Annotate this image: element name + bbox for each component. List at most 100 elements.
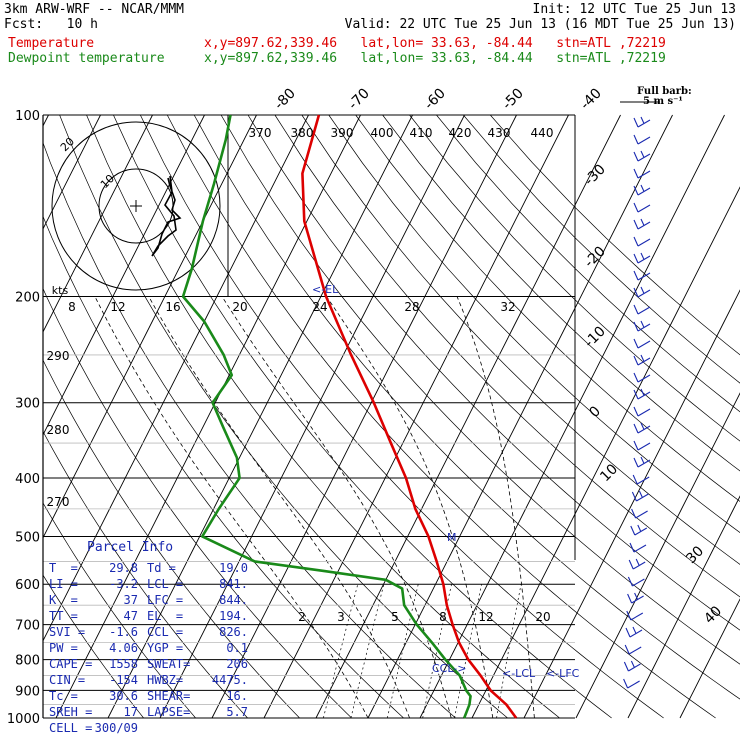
parcel-info-label: PW = bbox=[49, 641, 78, 655]
wind-barb bbox=[633, 354, 651, 366]
parcel-info-value: -1.6 bbox=[109, 625, 138, 639]
parcel-info-label: K = bbox=[49, 593, 78, 607]
isotherm-line bbox=[575, 392, 740, 719]
forecast-hour: Fcst: 10 h bbox=[4, 17, 98, 32]
parcel-info-value: 19.0 bbox=[219, 561, 248, 575]
wind-barb bbox=[633, 388, 651, 400]
parcel-info-value: 5.7 bbox=[226, 705, 248, 719]
mixing-ratio-label: 12 bbox=[478, 610, 493, 624]
dry-adiabat-line bbox=[328, 114, 740, 534]
moist-adiabat-line bbox=[326, 296, 494, 719]
isotherm-line bbox=[627, 495, 740, 719]
level-annotation: <-EL bbox=[312, 283, 339, 296]
dry-adiabat-line bbox=[274, 114, 740, 598]
dry-adiabat-line bbox=[409, 114, 740, 442]
parcel-info-value: 844. bbox=[219, 593, 248, 607]
theta-label: 440 bbox=[531, 126, 554, 140]
parcel-info-value: 0.1 bbox=[226, 641, 248, 655]
isotherm-label-top: -80 bbox=[271, 85, 298, 112]
wind-barb bbox=[633, 116, 651, 128]
wind-barb bbox=[633, 168, 651, 179]
mixing-ratio-label: 2 bbox=[298, 610, 306, 624]
parcel-info-value: 47 bbox=[123, 609, 138, 623]
wind-barb bbox=[631, 508, 648, 519]
dewpoint-legend: Dewpoint temperature bbox=[8, 51, 165, 66]
isotherm-line bbox=[471, 186, 740, 719]
isotherm-line bbox=[679, 598, 740, 719]
dry-adiabat-line bbox=[382, 114, 740, 472]
init-time: Init: 12 UTC Tue 25 Jun 13 bbox=[532, 2, 737, 17]
parcel-info-label: EL = bbox=[147, 609, 184, 623]
theta-side-label: 280 bbox=[47, 423, 70, 437]
isotherm-label-top: -60 bbox=[421, 85, 448, 112]
wind-barb bbox=[633, 150, 651, 162]
mixing-ratio-label: 5 bbox=[391, 610, 399, 624]
theta-label: 370 bbox=[249, 126, 272, 140]
pressure-tick-label: 700 bbox=[15, 619, 40, 634]
temperature-series-line bbox=[301, 114, 518, 719]
dewpoint-station-info: x,y=897.62,339.46 lat,lon= 33.63, -84.44… bbox=[204, 51, 666, 66]
isotherm-line bbox=[263, 114, 569, 719]
speed-tick-label: 24 bbox=[312, 300, 327, 314]
parcel-info-value: 30.6 bbox=[109, 689, 138, 703]
moist-adiabat-line bbox=[456, 296, 535, 719]
speed-tick-label: 20 bbox=[232, 300, 247, 314]
barb-legend-line2: 5 m s⁻¹ bbox=[643, 96, 683, 107]
wind-barb bbox=[632, 474, 650, 485]
pressure-tick-label: 900 bbox=[15, 684, 40, 699]
speed-tick-label: 28 bbox=[404, 300, 419, 314]
parcel-info-label: TT = bbox=[49, 609, 78, 623]
parcel-info-value: -3.2 bbox=[109, 577, 138, 591]
wind-barb bbox=[625, 626, 643, 638]
wind-barb bbox=[633, 304, 651, 315]
parcel-info-label: CIN = bbox=[49, 673, 86, 687]
pressure-tick-label: 600 bbox=[15, 578, 40, 593]
pressure-tick-label: 200 bbox=[15, 291, 40, 306]
theta-label: 410 bbox=[410, 126, 433, 140]
parcel-info-label: SVI = bbox=[49, 625, 86, 639]
model-title: 3km ARW-WRF -- NCAR/MMM bbox=[4, 2, 185, 17]
parcel-info-value: 4.06 bbox=[109, 641, 138, 655]
pressure-tick-label: 500 bbox=[15, 530, 40, 545]
parcel-info-value: 37 bbox=[123, 593, 138, 607]
isotherm-label-top: -40 bbox=[577, 85, 604, 112]
parcel-info-label: CELL = bbox=[49, 721, 93, 735]
isotherm-label-top: -50 bbox=[499, 85, 526, 112]
parcel-info-value: 17 bbox=[123, 705, 138, 719]
parcel-info-value: 29.8 bbox=[109, 561, 138, 575]
wind-barb bbox=[633, 320, 651, 332]
wind-barb bbox=[633, 440, 651, 451]
hodograph-ring bbox=[51, 121, 221, 291]
speed-tick-label: 16 bbox=[165, 300, 180, 314]
wind-barb bbox=[633, 338, 651, 349]
wind-barb bbox=[633, 236, 651, 247]
parcel-info-label: Td = bbox=[147, 561, 176, 575]
parcel-info-label: CAPE = bbox=[49, 657, 93, 671]
isotherm-line bbox=[211, 114, 517, 719]
isotherm-line bbox=[419, 114, 725, 719]
level-annotation: <-LCL bbox=[502, 667, 536, 680]
parcel-info-label: LCL = bbox=[147, 577, 184, 591]
parcel-info-label: Tc = bbox=[49, 689, 78, 703]
isotherm-label-right: 30 bbox=[683, 543, 707, 567]
isotherm-label-right: 10 bbox=[597, 461, 621, 485]
wind-barb bbox=[623, 660, 641, 672]
parcel-info-label: T = bbox=[49, 561, 78, 575]
dry-adiabat-line bbox=[436, 114, 740, 413]
parcel-info-value: 841. bbox=[219, 577, 248, 591]
temperature-legend: Temperature bbox=[8, 36, 95, 51]
hodograph-trace bbox=[151, 175, 182, 257]
mixing-ratio-label: 3 bbox=[337, 610, 345, 624]
theta-label: 380 bbox=[291, 126, 314, 140]
isotherm-label-right: 40 bbox=[701, 603, 725, 627]
hodograph-ring-label: 10 bbox=[98, 172, 117, 191]
pressure-tick-label: 800 bbox=[15, 654, 40, 669]
wind-barb bbox=[629, 542, 647, 553]
theta-label: 430 bbox=[488, 126, 511, 140]
barb-legend-line1: Full barb: bbox=[637, 86, 692, 97]
isotherm-label-right: 0 bbox=[586, 403, 604, 421]
pressure-tick-label: 300 bbox=[15, 397, 40, 412]
mixing-ratio-line bbox=[350, 584, 385, 719]
wind-barb bbox=[633, 252, 651, 264]
